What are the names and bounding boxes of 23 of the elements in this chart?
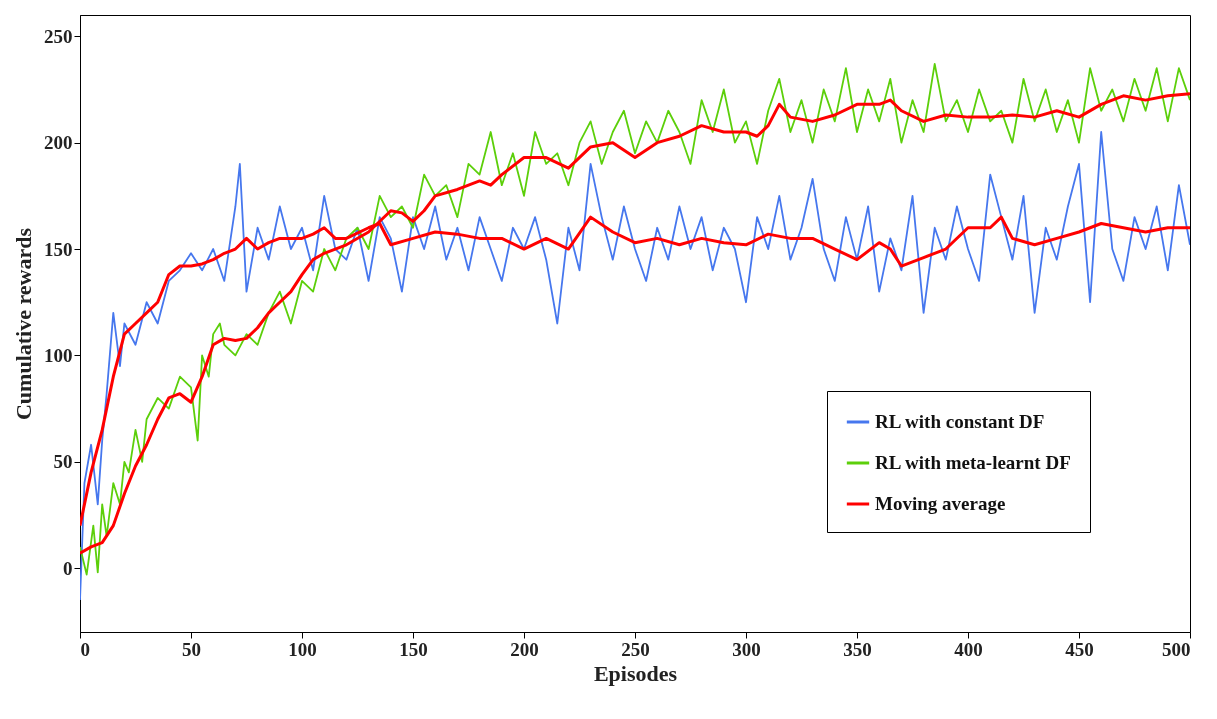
- x-tick-label: 150: [399, 638, 428, 660]
- legend-label: Moving average: [875, 493, 1006, 514]
- x-tick-label: 250: [621, 638, 650, 660]
- x-tick-label: 100: [288, 638, 317, 660]
- y-axis-title: Cumulative rewards: [11, 227, 36, 421]
- x-tick-label: 350: [843, 638, 872, 660]
- x-tick-label: 50: [182, 638, 201, 660]
- y-tick-label: 150: [44, 238, 73, 260]
- x-tick-label: 450: [1065, 638, 1094, 660]
- y-tick-label: 250: [44, 25, 73, 47]
- x-tick-label: 400: [954, 638, 983, 660]
- legend-label: RL with meta-learnt DF: [875, 452, 1071, 473]
- line-series: [80, 131, 1190, 601]
- y-tick-label: 0: [63, 557, 73, 579]
- x-tick-label: 200: [510, 638, 539, 660]
- y-tick-label: 100: [44, 344, 73, 366]
- legend-label: RL with constant DF: [875, 411, 1045, 432]
- y-tick-label: 200: [44, 132, 73, 154]
- x-axis-title: Episodes: [593, 660, 678, 686]
- x-tick-label: 0: [80, 638, 90, 660]
- x-tick-label: 300: [732, 638, 761, 660]
- y-tick-label: 50: [53, 451, 73, 473]
- x-tick-label: 500: [1162, 638, 1191, 660]
